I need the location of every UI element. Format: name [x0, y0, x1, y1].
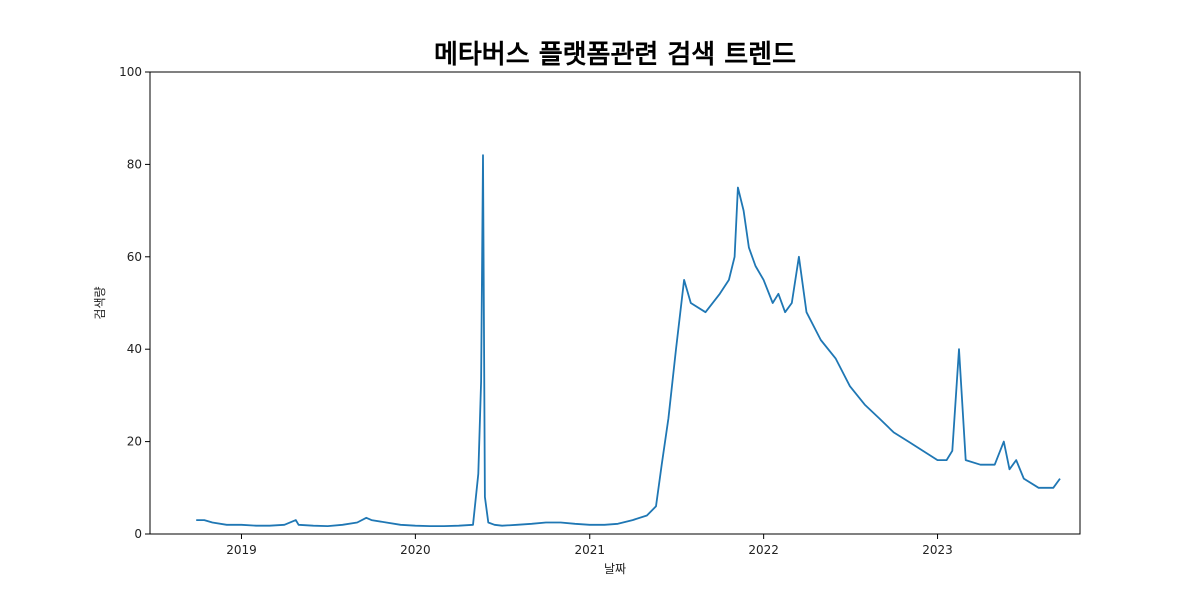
- x-tick-label: 2020: [400, 543, 431, 557]
- series-layer: [196, 154, 1061, 527]
- x-tick-label: 2023: [922, 543, 953, 557]
- x-tick-label: 2022: [748, 543, 779, 557]
- x-axis: 2019 2020 2021 2022 2023: [226, 534, 953, 557]
- y-tick-label: 20: [127, 435, 142, 449]
- chart-title: 메타버스 플랫폼관련 검색 트렌드: [434, 40, 796, 70]
- y-tick-label: 40: [127, 342, 142, 356]
- y-tick-label: 80: [127, 157, 142, 171]
- y-tick-label: 60: [127, 250, 142, 264]
- y-tick-label: 0: [134, 527, 142, 541]
- x-tick-label: 2019: [226, 543, 257, 557]
- x-axis-label: 날짜: [604, 562, 626, 576]
- series-line-0: [196, 154, 1061, 527]
- x-tick-label: 2021: [574, 543, 605, 557]
- y-axis: 0 20 40 60 80 100: [119, 65, 150, 541]
- y-axis-label: 검색량: [93, 286, 107, 319]
- y-tick-label: 100: [119, 65, 142, 79]
- plot-frame: [149, 71, 1081, 535]
